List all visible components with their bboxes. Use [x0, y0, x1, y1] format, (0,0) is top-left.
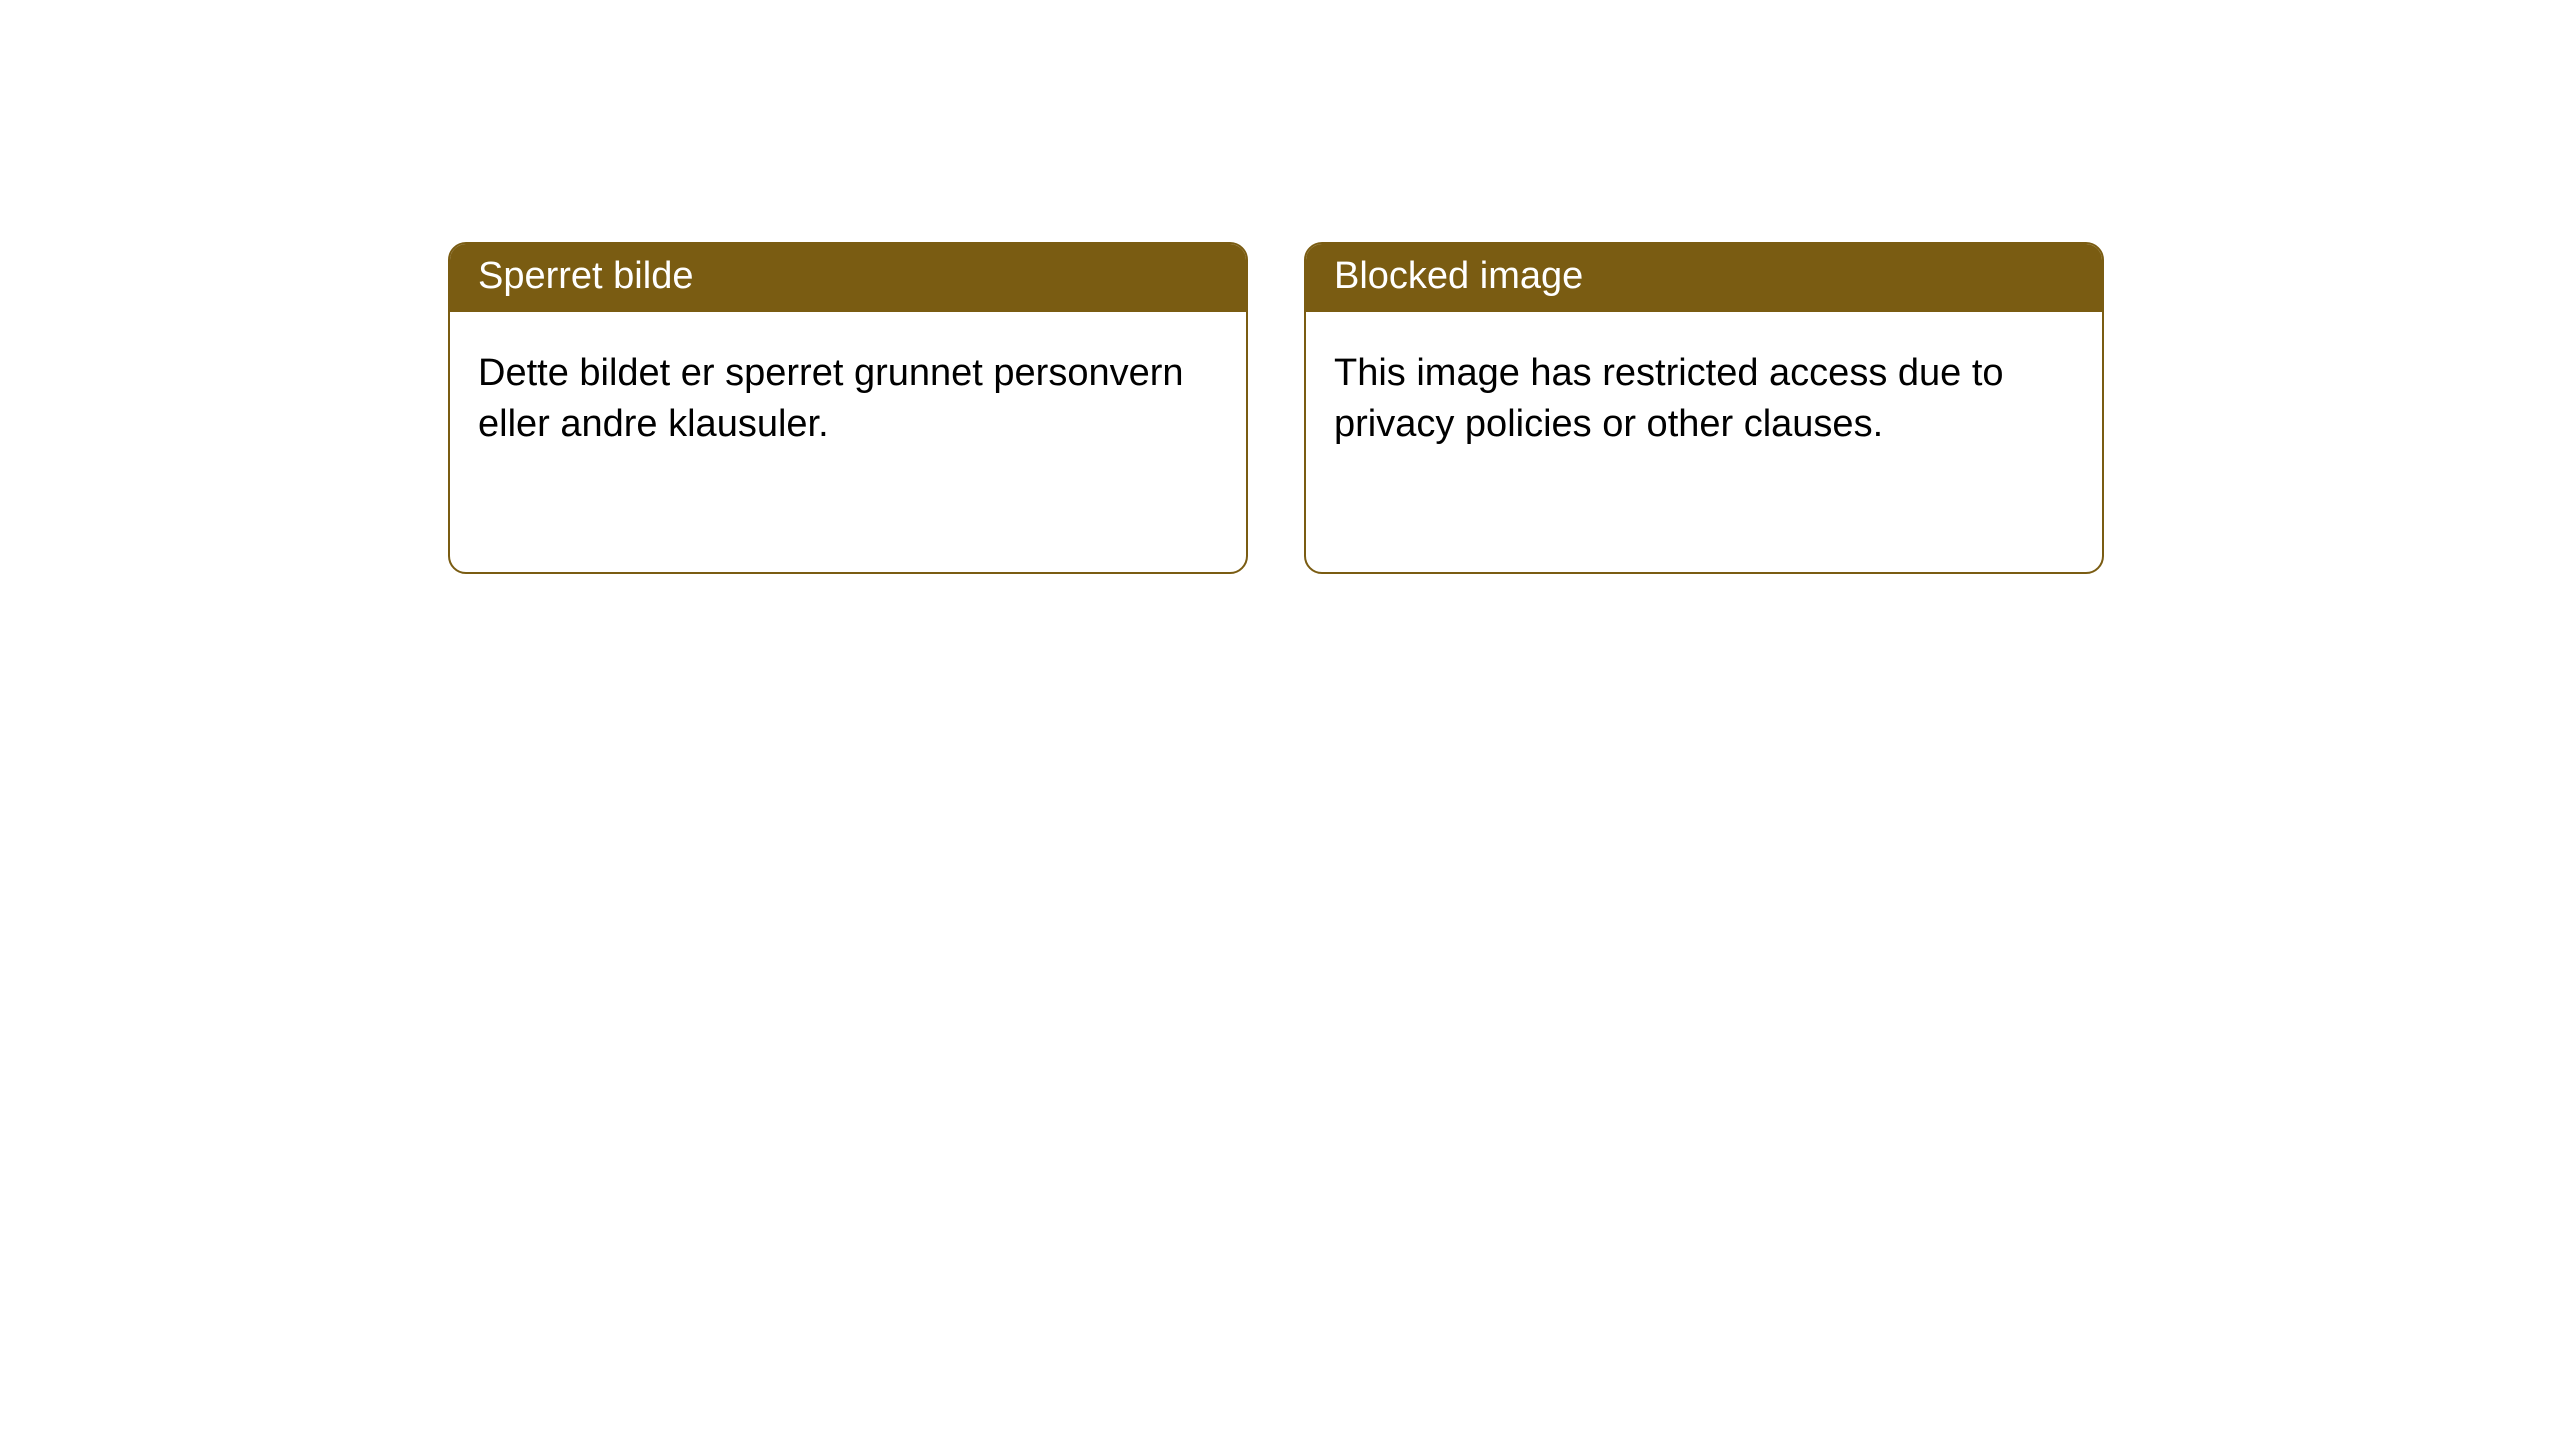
notice-card-norwegian: Sperret bilde Dette bildet er sperret gr… — [448, 242, 1248, 574]
notice-card-english: Blocked image This image has restricted … — [1304, 242, 2104, 574]
notice-body-norwegian: Dette bildet er sperret grunnet personve… — [450, 312, 1246, 487]
notice-title-norwegian: Sperret bilde — [450, 244, 1246, 312]
notice-body-english: This image has restricted access due to … — [1306, 312, 2102, 487]
notice-container: Sperret bilde Dette bildet er sperret gr… — [448, 242, 2104, 574]
notice-title-english: Blocked image — [1306, 244, 2102, 312]
